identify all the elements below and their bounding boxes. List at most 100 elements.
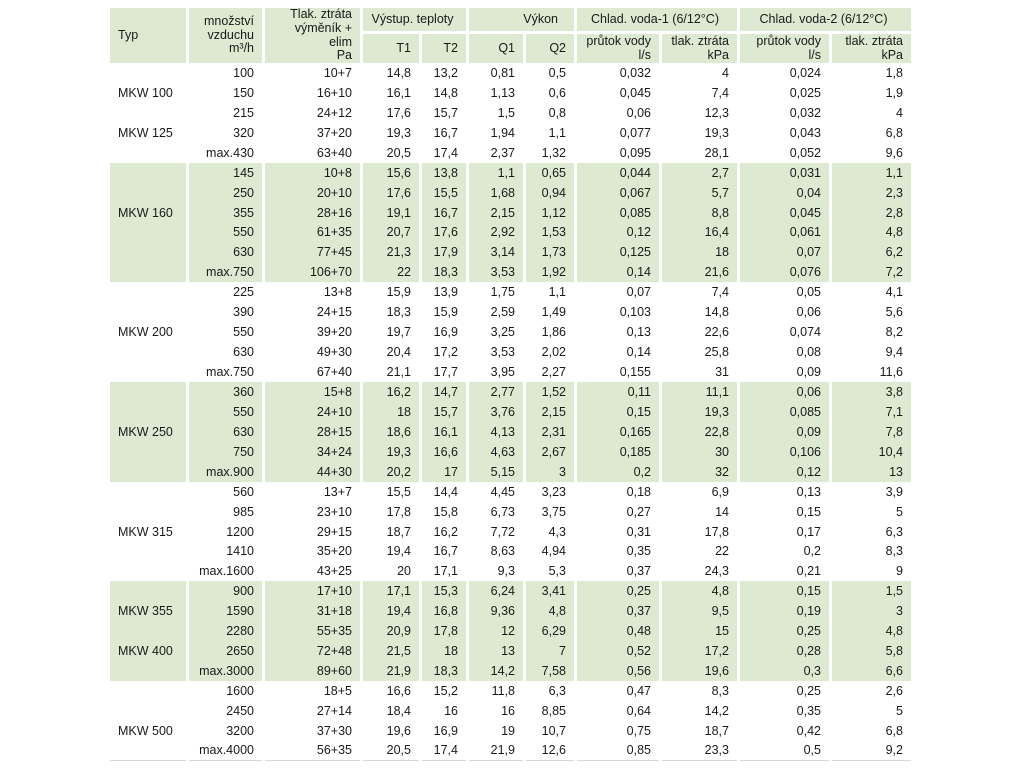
type-label-cell <box>110 401 186 422</box>
value-cell: 8,8 <box>662 202 737 223</box>
table-row: MKW 100 150 16+10 16,1 14,8 1,13 0,6 0,045 7,4 0,… <box>110 82 911 103</box>
table-row: 900 17+10 17,1 15,3 6,24 3,41 0,25 4,8 0,15 1,5 <box>110 581 911 602</box>
value-cell: 31+18 <box>265 601 360 622</box>
value-cell: max.3000 <box>189 661 262 682</box>
table-row: 1600 18+5 16,6 15,2 11,8 6,3 0,47 8,3 0,25 2,6 <box>110 681 911 701</box>
value-cell: 89+60 <box>265 661 360 682</box>
value-cell: 355 <box>189 202 262 223</box>
value-cell: 16 <box>422 701 466 721</box>
value-cell: max.750 <box>189 362 262 382</box>
value-cell: 19 <box>469 720 523 741</box>
value-cell: 3,14 <box>469 242 523 263</box>
value-cell: 0,19 <box>740 601 829 622</box>
value-cell: 21,3 <box>363 242 419 263</box>
value-cell: 0,2 <box>740 541 829 562</box>
value-cell: 24+15 <box>265 302 360 323</box>
value-cell: 17,8 <box>363 501 419 522</box>
value-cell: 0,15 <box>740 501 829 522</box>
value-cell: 0,04 <box>740 182 829 203</box>
value-cell: 20,5 <box>363 142 419 163</box>
value-cell: 17,1 <box>422 561 466 582</box>
value-cell: 2,3 <box>832 182 911 203</box>
value-cell: 14,8 <box>662 302 737 323</box>
value-cell: 17,6 <box>363 182 419 203</box>
value-cell: 0,47 <box>577 681 659 701</box>
value-cell: 0,17 <box>740 521 829 542</box>
value-cell: 17,4 <box>422 740 466 761</box>
value-cell: 14,4 <box>422 481 466 502</box>
table-row: max.1600 43+25 20 17,1 9,3 5,3 0,37 24,3 0,21 9 <box>110 561 911 582</box>
value-cell: 19,4 <box>363 541 419 562</box>
value-cell: 32 <box>662 461 737 482</box>
table-row: MKW 160 355 28+16 19,1 16,7 2,15 1,12 0,085 8,8 0… <box>110 202 911 223</box>
value-cell: 0,08 <box>740 342 829 363</box>
value-cell: 7 <box>526 641 574 662</box>
value-cell: 0,25 <box>740 621 829 642</box>
value-cell: 15,5 <box>422 182 466 203</box>
value-cell: 1,49 <box>526 302 574 323</box>
value-cell: 150 <box>189 82 262 103</box>
value-cell: 390 <box>189 302 262 323</box>
value-cell: 30 <box>662 441 737 462</box>
value-cell: 1,52 <box>526 382 574 402</box>
value-cell: 550 <box>189 322 262 343</box>
value-cell: 49+30 <box>265 342 360 363</box>
value-cell: 9 <box>832 561 911 582</box>
value-cell: 6,24 <box>469 581 523 602</box>
table-row: 145 10+8 15,6 13,8 1,1 0,65 0,044 2,7 0,031 1,1 <box>110 162 911 183</box>
value-cell: 31 <box>662 362 737 382</box>
value-cell: 106+70 <box>265 262 360 283</box>
value-cell: 19,7 <box>363 322 419 343</box>
value-cell: 15,8 <box>422 501 466 522</box>
table-row: 360 15+8 16,2 14,7 2,77 1,52 0,11 11,1 0,06 3,8 <box>110 382 911 402</box>
value-cell: 18 <box>422 641 466 662</box>
value-cell: 6,29 <box>526 621 574 642</box>
value-cell: 1,53 <box>526 222 574 243</box>
value-cell: 0,05 <box>740 282 829 303</box>
value-cell: 16 <box>469 701 523 721</box>
value-cell: 0,14 <box>577 342 659 363</box>
value-cell: 6,6 <box>832 661 911 682</box>
value-cell: 0,28 <box>740 641 829 662</box>
value-cell: 1,5 <box>469 102 523 123</box>
value-cell: 5,6 <box>832 302 911 323</box>
value-cell: 7,8 <box>832 421 911 442</box>
value-cell: 14,8 <box>422 82 466 103</box>
value-cell: 37+30 <box>265 720 360 741</box>
value-cell: 7,72 <box>469 521 523 542</box>
type-label-cell <box>110 581 186 602</box>
value-cell: 14,2 <box>662 701 737 721</box>
value-cell: 19,3 <box>363 441 419 462</box>
type-label-cell <box>110 222 186 243</box>
type-label-cell: MKW 200 <box>110 322 186 343</box>
type-label-cell: MKW 400 <box>110 641 186 662</box>
value-cell: 1,9 <box>832 82 911 103</box>
value-cell: 3,53 <box>469 262 523 283</box>
value-cell: 4,3 <box>526 521 574 542</box>
column-header-t2: T2 <box>422 34 466 63</box>
value-cell: 18 <box>662 242 737 263</box>
value-cell: 1,1 <box>469 162 523 183</box>
value-cell: 0,106 <box>740 441 829 462</box>
type-label-cell: MKW 100 <box>110 82 186 103</box>
value-cell: 19,6 <box>662 661 737 682</box>
value-cell: 2,59 <box>469 302 523 323</box>
value-cell: 630 <box>189 421 262 442</box>
value-cell: 0,31 <box>577 521 659 542</box>
value-cell: 0,75 <box>577 720 659 741</box>
value-cell: 43+25 <box>265 561 360 582</box>
type-label-cell <box>110 441 186 462</box>
value-cell: 16,2 <box>363 382 419 402</box>
value-cell: 18,7 <box>363 521 419 542</box>
column-group-cooling-water-2: Chlad. voda-2 (6/12°C) <box>740 8 911 35</box>
value-cell: 1600 <box>189 681 262 701</box>
value-cell: 630 <box>189 342 262 363</box>
value-cell: 0,27 <box>577 501 659 522</box>
value-cell: 21,9 <box>363 661 419 682</box>
value-cell: 0,125 <box>577 242 659 263</box>
value-cell: 8,85 <box>526 701 574 721</box>
value-cell: 4,45 <box>469 481 523 502</box>
value-cell: 9,6 <box>832 142 911 163</box>
value-cell: 22 <box>662 541 737 562</box>
value-cell: 630 <box>189 242 262 263</box>
